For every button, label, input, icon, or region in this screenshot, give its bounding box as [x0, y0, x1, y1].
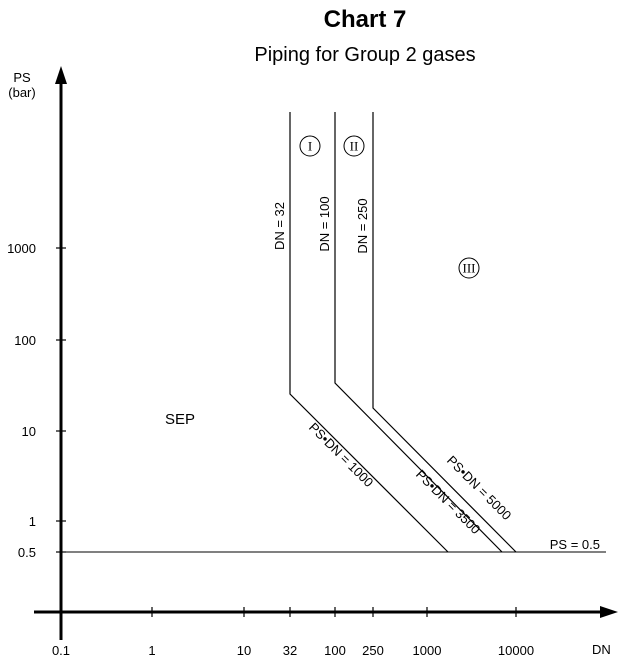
boundary-dn-label: DN = 250	[355, 198, 370, 253]
region-badge-circle	[343, 135, 365, 157]
boundary-dn-label: DN = 32	[272, 202, 287, 250]
x-tick-label: 0.1	[52, 643, 70, 658]
x-tick-label: 10	[237, 643, 251, 658]
region-badge-label: I	[308, 139, 312, 154]
y-tick-label: 1	[29, 514, 36, 529]
region-badge-circle	[458, 257, 480, 279]
x-tick-label: 1	[148, 643, 155, 658]
y-tick-label: 10	[22, 424, 36, 439]
x-tick-label: 250	[362, 643, 384, 658]
boundary-psdn-label: PS•DN = 1000	[306, 420, 376, 490]
x-axis-arrow	[600, 606, 618, 618]
x-tick-label: 10000	[498, 643, 534, 658]
boundary-dn100-line	[334, 112, 503, 553]
x-tick-label: 1000	[413, 643, 442, 658]
y-axis-arrow	[55, 66, 67, 84]
y-axis-label: PS (bar)	[4, 70, 40, 100]
region-badge-circle	[299, 135, 321, 157]
ps-limit-label: PS = 0.5	[550, 537, 600, 552]
region-badge-label: II	[350, 139, 359, 154]
boundary-dn32-line	[289, 112, 449, 553]
y-tick-label: 0.5	[18, 545, 36, 560]
boundary-dn250-line	[372, 112, 517, 553]
x-axis-label: DN	[592, 642, 611, 657]
chart-subtitle: Piping for Group 2 gases	[254, 44, 476, 66]
region-sep-label: SEP	[165, 411, 195, 428]
y-tick-label: 100	[14, 333, 36, 348]
region-badge-label: III	[463, 261, 476, 276]
y-axis-label-line2: (bar)	[8, 85, 36, 100]
boundary-dn-label: DN = 100	[317, 196, 332, 251]
y-axis-label-line1: PS	[13, 70, 31, 85]
chart-title: Chart 7	[323, 6, 407, 33]
y-tick-label: 1000	[7, 241, 36, 256]
x-tick-label: 32	[283, 643, 297, 658]
x-tick-label: 100	[324, 643, 346, 658]
